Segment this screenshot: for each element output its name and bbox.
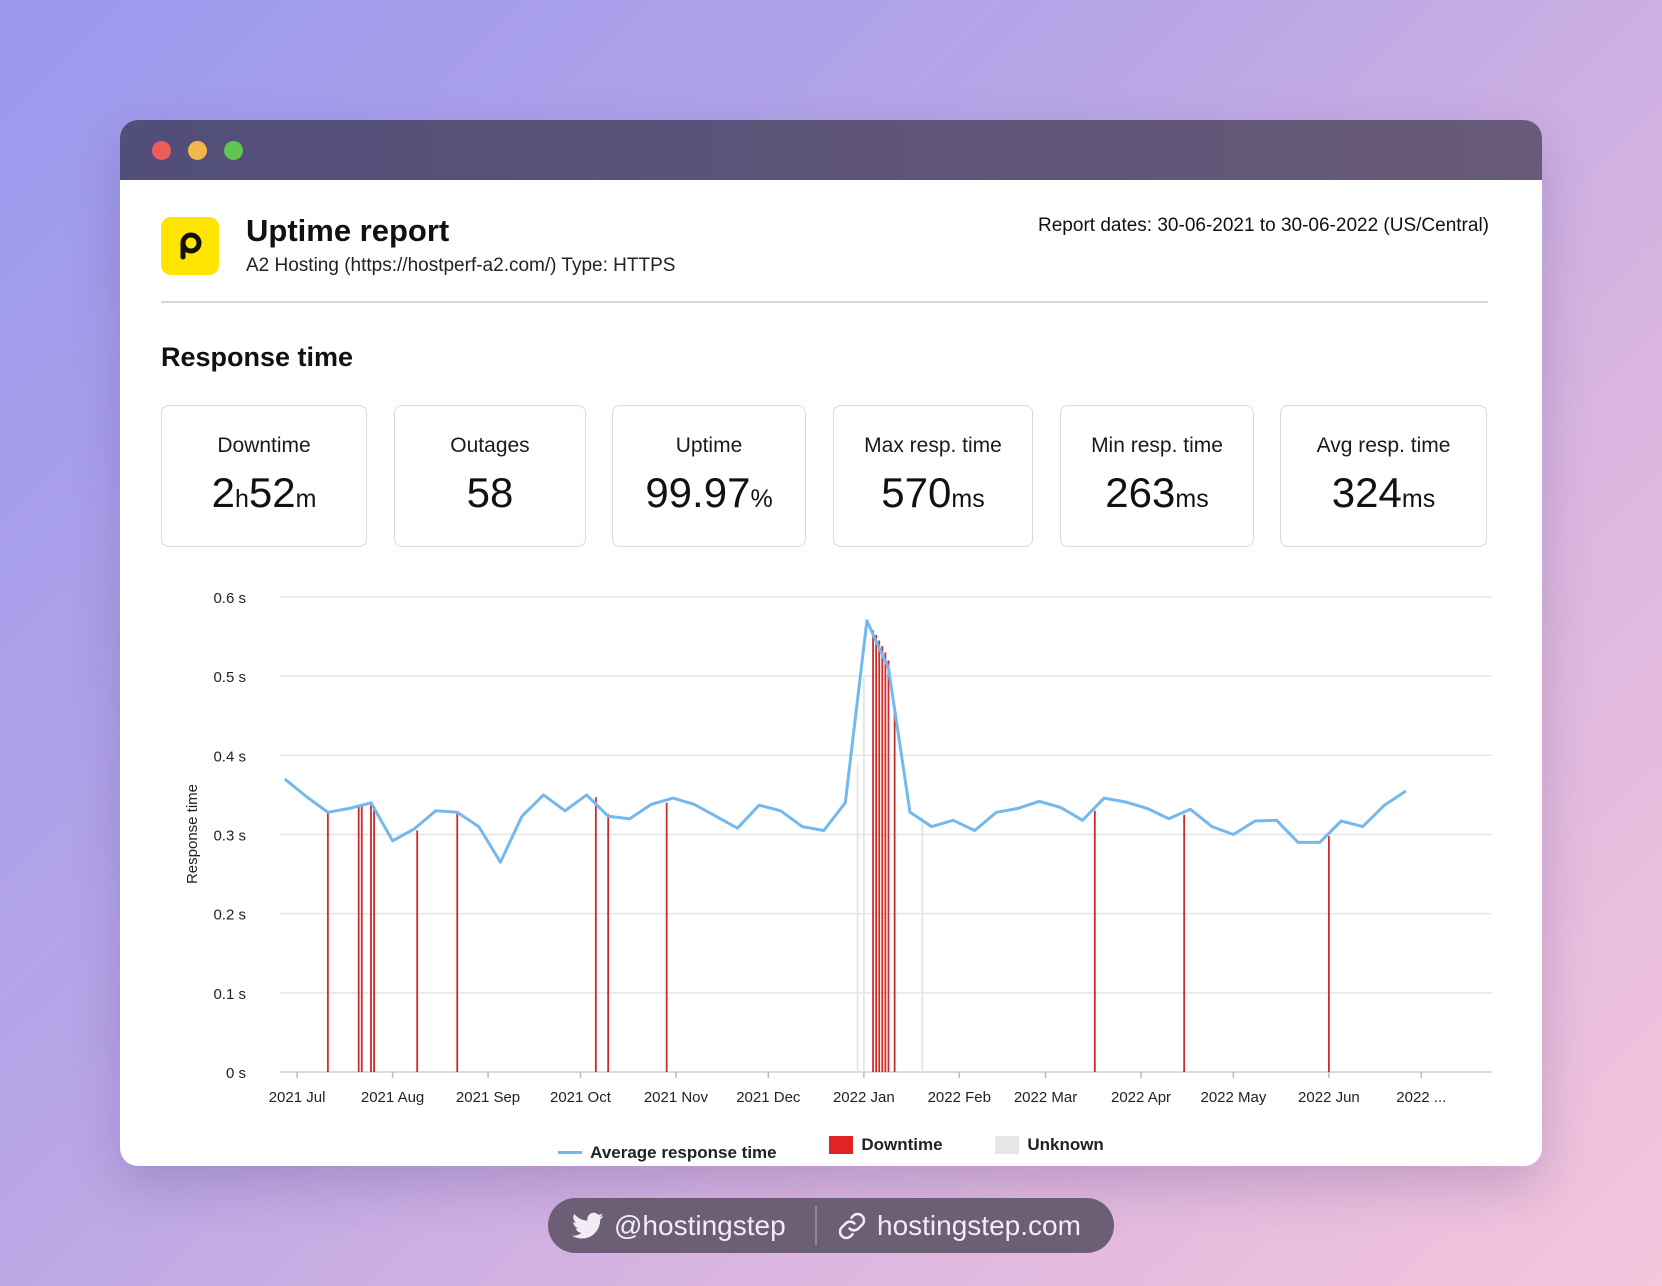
stat-number: 324 [1331,469,1402,516]
legend-downtime-swatch [829,1136,854,1154]
stat-unit: ms [1401,485,1436,513]
x-tick-label: 2022 May [1200,1089,1266,1106]
y-axis-label: Response time [184,784,201,884]
stat-unit: m [295,485,317,513]
legend-unknown-swatch [995,1136,1020,1154]
y-tick-label: 0.1 s [213,986,246,1003]
average-response-line [283,619,1407,864]
stat-value: 2h52m [162,468,366,524]
minimize-window-button[interactable] [188,141,207,160]
y-tick-label: 0.5 s [213,669,246,686]
x-tick-label: 2022 Jun [1298,1089,1360,1106]
stat-card-avg-resp-time: Avg resp. time 324ms [1280,405,1487,547]
x-tick-label: 2022 Apr [1111,1089,1171,1106]
x-tick-label: 2022 Mar [1014,1089,1077,1106]
x-tick-label: 2022 Jan [833,1089,895,1106]
stat-unit: % [750,485,773,513]
y-tick-label: 0.2 s [213,907,246,924]
stat-value: 263ms [1061,468,1253,524]
x-tick-label: 2021 Nov [644,1089,709,1106]
stat-label: Max resp. time [864,434,1002,457]
stat-value: 99.97% [613,468,805,524]
stat-unit: ms [951,485,985,513]
monitor-description: A2 Hosting (https://hostperf-a2.com/) Ty… [246,255,676,276]
x-tick-label: 2021 Oct [550,1089,612,1106]
app-logo [161,217,219,275]
stat-value: 570ms [834,468,1032,524]
legend-label-unknown: Unknown [1027,1135,1104,1154]
section-title: Response time [161,342,354,372]
stat-unit: h [234,485,249,513]
y-tick-label: 0.4 s [213,748,246,765]
chart-legend: Average response time Downtime Unknown [120,1135,1542,1163]
report-dates: Report dates: 30-06-2021 to 30-06-2022 (… [1038,215,1489,236]
stat-number: 52 [248,469,296,516]
stat-card-downtime: Downtime 2h52m [161,405,367,547]
legend-item-unknown[interactable]: Unknown [995,1135,1104,1155]
twitter-icon [572,1212,604,1239]
twitter-link[interactable]: @hostingstep [572,1198,786,1253]
header-divider [161,301,1488,303]
close-window-button[interactable] [152,141,171,160]
stat-number: 2 [211,469,235,516]
stat-card-outages: Outages 58 [394,405,586,547]
stat-card-max-resp-time: Max resp. time 570ms [833,405,1033,547]
maximize-window-button[interactable] [224,141,243,160]
legend-label-downtime: Downtime [861,1135,943,1154]
logo-p-icon [180,232,202,260]
legend-item-downtime[interactable]: Downtime [829,1135,943,1155]
social-divider [815,1206,817,1245]
stat-number: 58 [466,469,514,516]
stat-label: Avg resp. time [1316,434,1451,457]
response-time-chart: 0 s 0.1 s 0.2 s 0.3 s 0.4 s 0.5 s 0.6 s 2021 Ju… [184,590,1492,1106]
y-tick-label: 0.3 s [213,828,246,845]
page-title: Uptime report [246,213,450,248]
stat-label: Outages [450,434,530,457]
stat-label: Min resp. time [1091,434,1223,457]
stat-card-uptime: Uptime 99.97% [612,405,806,547]
window-titlebar [120,120,1542,180]
twitter-handle: @hostingstep [614,1209,786,1241]
stat-label: Uptime [675,434,743,457]
website-url: hostingstep.com [877,1209,1081,1241]
x-tick-label: 2021 Dec [736,1089,801,1106]
social-pill: @hostingstep hostingstep.com [548,1198,1114,1253]
y-tick-label: 0 s [226,1065,246,1082]
stat-value: 58 [395,468,585,518]
stat-card-min-resp-time: Min resp. time 263ms [1060,405,1254,547]
stat-label: Downtime [217,434,311,457]
x-tick-label: 2021 Sep [456,1089,520,1106]
legend-label-average: Average response time [590,1142,777,1162]
y-tick-label: 0.6 s [213,590,246,607]
x-tick-label: 2022 Feb [928,1089,991,1106]
stat-number: 570 [881,469,952,516]
stat-number: 99.97 [645,469,751,516]
report-window: Uptime report A2 Hosting (https://hostpe… [120,120,1542,1166]
x-tick-label: 2021 Aug [361,1089,424,1106]
stat-unit: ms [1175,485,1209,513]
legend-item-average[interactable]: Average response time [558,1142,777,1163]
x-tick-label: 2022 ... [1396,1089,1446,1106]
website-link[interactable]: hostingstep.com [837,1198,1081,1253]
stat-value: 324ms [1281,468,1486,524]
legend-line-swatch [558,1151,583,1154]
link-icon [838,1212,866,1239]
x-tick-label: 2021 Jul [269,1089,326,1106]
stat-number: 263 [1105,469,1176,516]
